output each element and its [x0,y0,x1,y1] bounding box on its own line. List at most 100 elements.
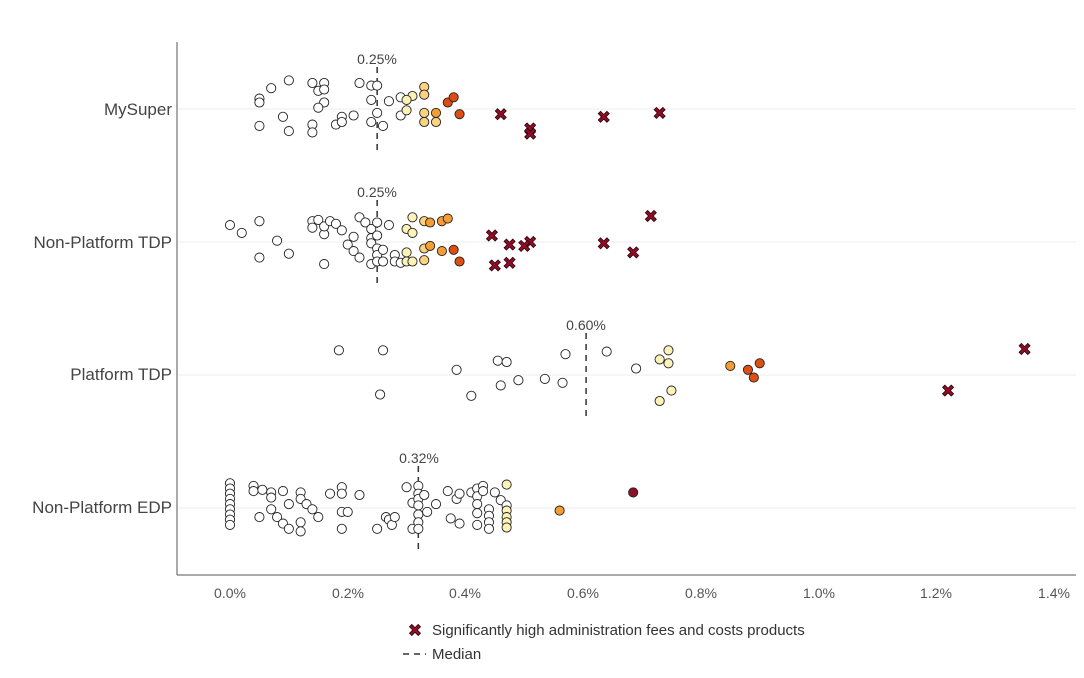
data-point [236,227,247,238]
data-point [307,77,318,89]
data-point [377,120,389,131]
data-point [336,488,347,499]
data-point [430,499,442,510]
x-tick-label: 1.2% [920,585,952,601]
data-point [754,358,765,369]
data-point [257,484,268,495]
data-point [425,240,436,251]
data-point [430,107,442,118]
data-point [375,389,386,400]
high-fee-marker [644,209,657,223]
data-point [389,512,400,523]
data-point [748,372,759,383]
data-point [307,127,318,138]
data-point [377,244,389,255]
data-point [539,373,550,384]
data-point [342,506,353,517]
data-point [336,523,347,534]
data-point [313,512,324,523]
data-point [501,479,512,490]
data-point [560,349,571,360]
x-tick-labels: 0.0% 0.2% 0.4% 0.6% 0.8% 1.0% 1.2% 1.4% [214,585,1070,601]
data-point [557,377,568,388]
data-point [313,102,324,113]
data-point [372,217,383,228]
high-fee-marker [653,106,666,119]
high-fee-marker [941,384,955,397]
category-label-mysuper: MySuper [104,100,172,119]
data-point [725,360,736,371]
data-point [442,486,453,497]
data-point [377,256,389,267]
data-point [372,230,383,241]
legend: Significantly high administration fees a… [403,622,805,663]
data-point [254,97,265,108]
high-fee-marker [1018,342,1031,356]
high-fee-marker [518,239,531,252]
category-labels: MySuper Non-Platform TDP Platform TDP No… [32,100,172,517]
data-point [663,345,674,356]
data-point [430,116,442,128]
gridlines [178,108,1076,509]
data-point [377,345,389,356]
data-point [277,486,289,497]
data-point [478,486,489,497]
median-label-non-platform-tdp: 0.25% [357,184,397,200]
data-point [266,492,277,503]
data-point [254,512,265,523]
high-fee-marker [494,108,507,121]
data-point [454,109,465,120]
data-point [366,94,377,105]
data-point [383,220,394,231]
legend-high-fee-marker [408,623,422,637]
x-tick-label: 0.4% [449,585,481,601]
high-fee-marker [597,110,610,123]
data-point [224,519,236,530]
data-point [330,218,341,229]
data-point [254,252,265,263]
data-point [283,523,294,534]
data-point [472,519,483,530]
data-point [654,395,665,407]
data-point [454,256,465,267]
data-point [283,499,294,510]
data-point [413,523,424,534]
data-point [666,385,677,396]
data-point [472,499,483,510]
data-point [366,116,377,128]
data-point [354,77,365,89]
data-point [272,235,283,246]
x-tick-label: 0.8% [685,585,717,601]
data-point [442,213,453,224]
high-fee-marker [485,229,498,242]
data-point [501,356,512,368]
data-point [422,506,433,517]
data-point [354,489,365,501]
data-points [224,75,1031,537]
data-point [342,239,353,250]
data-point [742,364,753,375]
data-point [336,116,347,128]
data-point [554,505,565,516]
median-label-mysuper: 0.25% [357,51,397,67]
data-point [436,246,447,257]
high-fee-marker [597,237,610,250]
median-label-non-platform-edp: 0.32% [399,450,439,466]
data-point [654,354,665,365]
data-point [489,487,500,498]
x-tick-label: 1.0% [803,585,835,601]
data-point [631,363,642,374]
data-point [466,390,477,401]
data-point [407,256,418,267]
data-point [313,214,324,225]
high-fee-marker [503,256,516,269]
median-labels: 0.25% 0.25% 0.60% 0.32% [357,51,606,466]
data-point [266,504,277,515]
x-tick-label: 0.0% [214,585,246,601]
data-point [401,105,412,116]
data-point [628,487,639,498]
high-fee-marker [627,246,640,259]
data-point [425,217,436,228]
category-label-non-platform-tdp: Non-Platform TDP [33,233,172,252]
